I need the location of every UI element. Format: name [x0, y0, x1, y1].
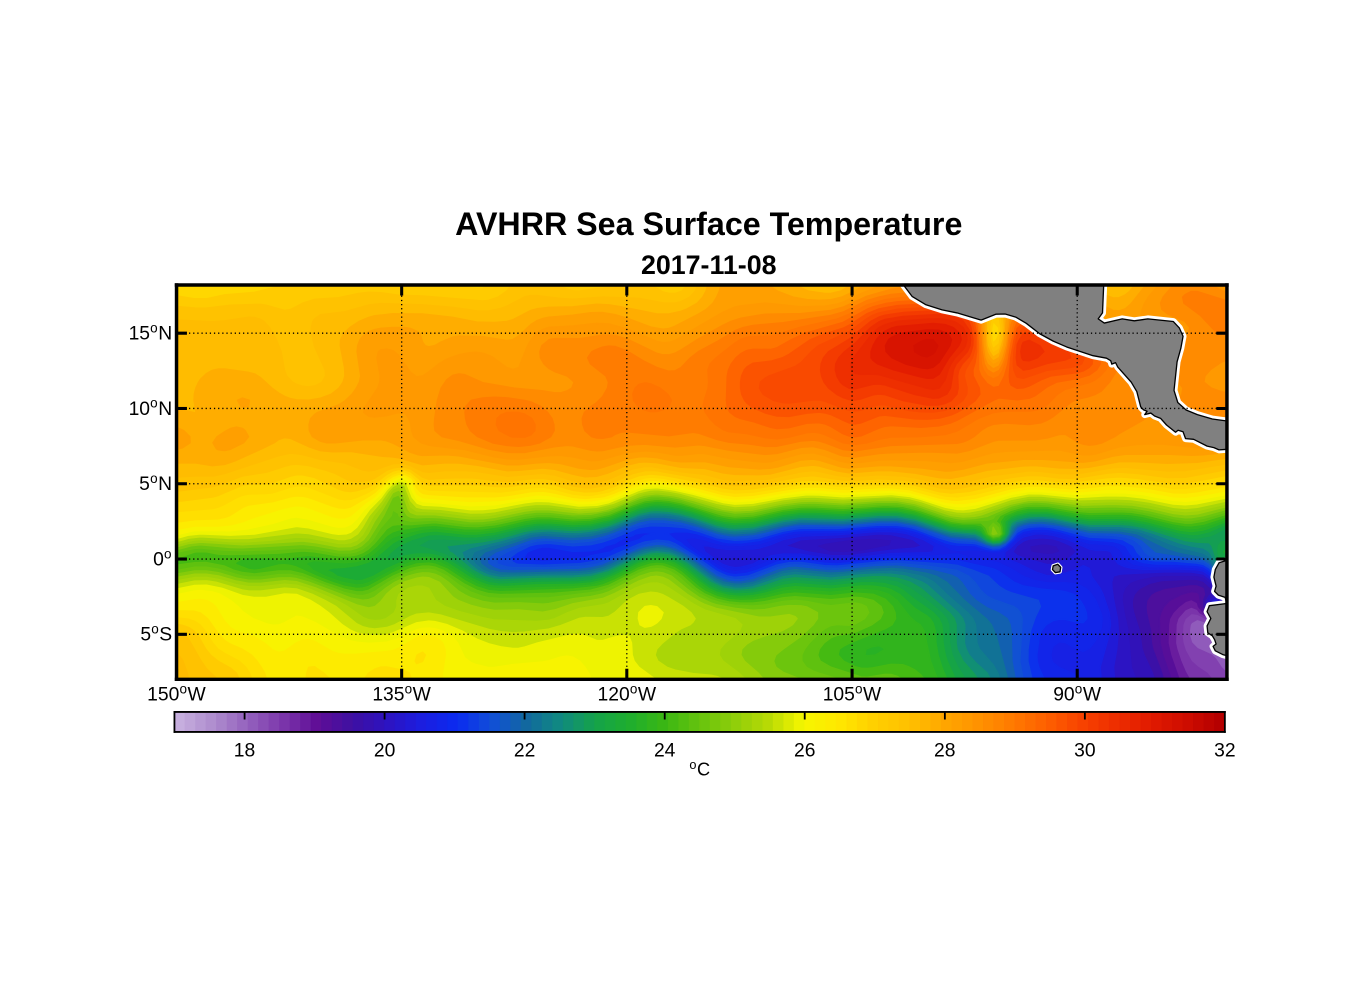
svg-text:AVHRR Sea Surface Temperature: AVHRR Sea Surface Temperature	[455, 206, 962, 242]
svg-text:1 5 N o: 1 5 N o	[129, 320, 179, 345]
svg-text:o C: o C	[689, 749, 710, 780]
svg-text:1 2 0 W: 1 2 0 W o	[598, 681, 663, 706]
svg-text:2017-11-08: 2017-11-08	[641, 250, 777, 280]
svg-text:5 S o: 5 S o	[140, 621, 178, 646]
svg-text:24: 24	[654, 740, 676, 761]
svg-text:30: 30	[1074, 740, 1095, 761]
svg-text:0 o: 0 o	[153, 545, 171, 570]
svg-text:22: 22	[514, 740, 535, 761]
svg-text:1 0 5 W: 1 0 5 W o	[823, 681, 888, 706]
svg-text:26: 26	[794, 740, 815, 761]
svg-text:1 5 0 W: 1 5 0 W o	[147, 681, 212, 706]
svg-text:18: 18	[234, 740, 255, 761]
svg-text:32: 32	[1214, 740, 1235, 761]
svg-text:1 0 N o: 1 0 N o	[129, 395, 179, 420]
svg-text:20: 20	[374, 740, 395, 761]
svg-text:28: 28	[934, 740, 955, 761]
svg-text:1 3 5 W: 1 3 5 W o	[372, 681, 437, 706]
svg-text:5 N o: 5 N o	[139, 470, 178, 495]
svg-text:9 0 W o: 9 0 W o	[1053, 681, 1107, 706]
